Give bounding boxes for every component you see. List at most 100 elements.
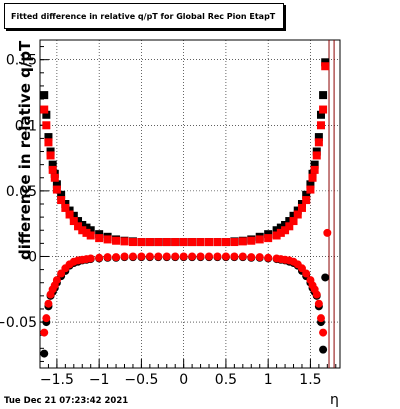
- data-point-circle: [319, 328, 328, 337]
- data-point-square: [44, 138, 53, 147]
- data-point-square: [57, 190, 66, 199]
- data-point-circle: [221, 252, 230, 261]
- data-point-square: [281, 220, 290, 229]
- data-point-square: [137, 238, 146, 247]
- data-point-square: [61, 203, 70, 212]
- data-point-square: [112, 236, 121, 245]
- data-point-square: [308, 173, 317, 182]
- data-point-square: [310, 160, 319, 169]
- data-point-square: [65, 210, 74, 219]
- data-point-square: [302, 190, 311, 199]
- data-point-square: [69, 211, 78, 220]
- data-point-square: [272, 231, 281, 240]
- data-point-square: [247, 236, 256, 245]
- data-point-square: [230, 238, 239, 247]
- data-point-circle: [145, 252, 154, 261]
- data-point-square: [188, 238, 197, 247]
- data-point-circle: [162, 252, 171, 261]
- data-point-square: [221, 238, 230, 247]
- data-point-circle: [205, 252, 214, 261]
- data-point-square: [255, 235, 264, 244]
- data-point-circle: [179, 252, 188, 261]
- data-point-square: [281, 226, 290, 235]
- data-point-square: [238, 237, 247, 246]
- data-point-square: [302, 196, 311, 205]
- data-point-circle: [247, 253, 256, 262]
- x-tick-label: 0: [179, 372, 188, 388]
- data-point-square: [285, 217, 294, 226]
- chart-title: Fitted difference in relative q/pT for G…: [11, 11, 276, 21]
- data-point-square: [82, 223, 91, 232]
- data-point-square: [314, 133, 323, 142]
- data-point-square: [276, 223, 285, 232]
- data-point-square: [171, 238, 180, 247]
- y-axis-label: difference in relative q/pT: [16, 40, 34, 260]
- data-point-circle: [40, 328, 49, 337]
- data-point-circle: [196, 252, 205, 261]
- y-tick-label: 0: [28, 249, 37, 265]
- data-point-circle: [154, 252, 163, 261]
- data-point-square: [293, 210, 302, 219]
- y-tick-label: 0.05: [6, 184, 37, 200]
- data-point-square: [316, 121, 325, 130]
- data-point-square: [48, 160, 57, 169]
- data-point-circle: [112, 253, 121, 262]
- data-point-square: [48, 165, 57, 174]
- data-point-circle: [40, 349, 49, 358]
- data-point-circle: [103, 253, 112, 262]
- data-point-circle: [171, 252, 180, 261]
- data-point-circle: [312, 290, 321, 299]
- data-point-circle: [230, 252, 239, 261]
- data-point-square: [52, 185, 61, 194]
- data-point-square: [289, 211, 298, 220]
- x-tick-label: −1: [89, 372, 110, 388]
- data-point-square: [319, 105, 328, 114]
- data-point-square: [264, 234, 273, 243]
- data-point-square: [276, 228, 285, 237]
- data-point-square: [42, 121, 51, 130]
- data-point-circle: [52, 276, 61, 285]
- data-point-square: [40, 91, 49, 100]
- data-point-square: [128, 238, 137, 247]
- data-point-square: [42, 110, 51, 119]
- data-point-square: [40, 105, 49, 114]
- data-point-square: [179, 238, 188, 247]
- data-point-square: [321, 62, 330, 71]
- data-point-circle: [42, 314, 51, 323]
- data-point-square: [285, 222, 294, 231]
- datestamp: Tue Dec 21 07:23:42 2021: [4, 396, 129, 406]
- data-point-circle: [86, 254, 95, 263]
- data-point-square: [196, 238, 205, 247]
- plot-frame: [39, 39, 341, 369]
- x-tick-label: −0.5: [124, 372, 158, 388]
- x-tick-label: 0.5: [215, 372, 237, 388]
- data-point-circle: [95, 253, 104, 262]
- data-point-square: [162, 238, 171, 247]
- data-point-circle: [302, 269, 311, 278]
- data-point-square: [297, 203, 306, 212]
- x-tick-label: 1: [264, 372, 273, 388]
- data-point-circle: [323, 228, 332, 237]
- data-point-square: [314, 138, 323, 147]
- data-point-square: [154, 238, 163, 247]
- data-point-square: [306, 180, 315, 189]
- data-point-circle: [128, 252, 137, 261]
- data-point-circle: [321, 273, 330, 282]
- data-point-circle: [255, 253, 264, 262]
- data-point-square: [74, 222, 83, 231]
- data-point-square: [95, 234, 104, 243]
- data-point-square: [78, 226, 87, 235]
- data-point-square: [86, 226, 95, 235]
- data-point-square: [86, 231, 95, 240]
- data-point-circle: [120, 252, 129, 261]
- data-point-square: [74, 217, 83, 226]
- data-point-square: [205, 238, 214, 247]
- chart-title-box: Fitted difference in relative q/pT for G…: [4, 3, 284, 29]
- data-point-square: [316, 110, 325, 119]
- data-point-square: [103, 235, 112, 244]
- data-point-circle: [238, 252, 247, 261]
- data-point-circle: [264, 253, 273, 262]
- data-point-square: [312, 151, 321, 160]
- data-point-square: [319, 91, 328, 100]
- data-point-square: [145, 238, 154, 247]
